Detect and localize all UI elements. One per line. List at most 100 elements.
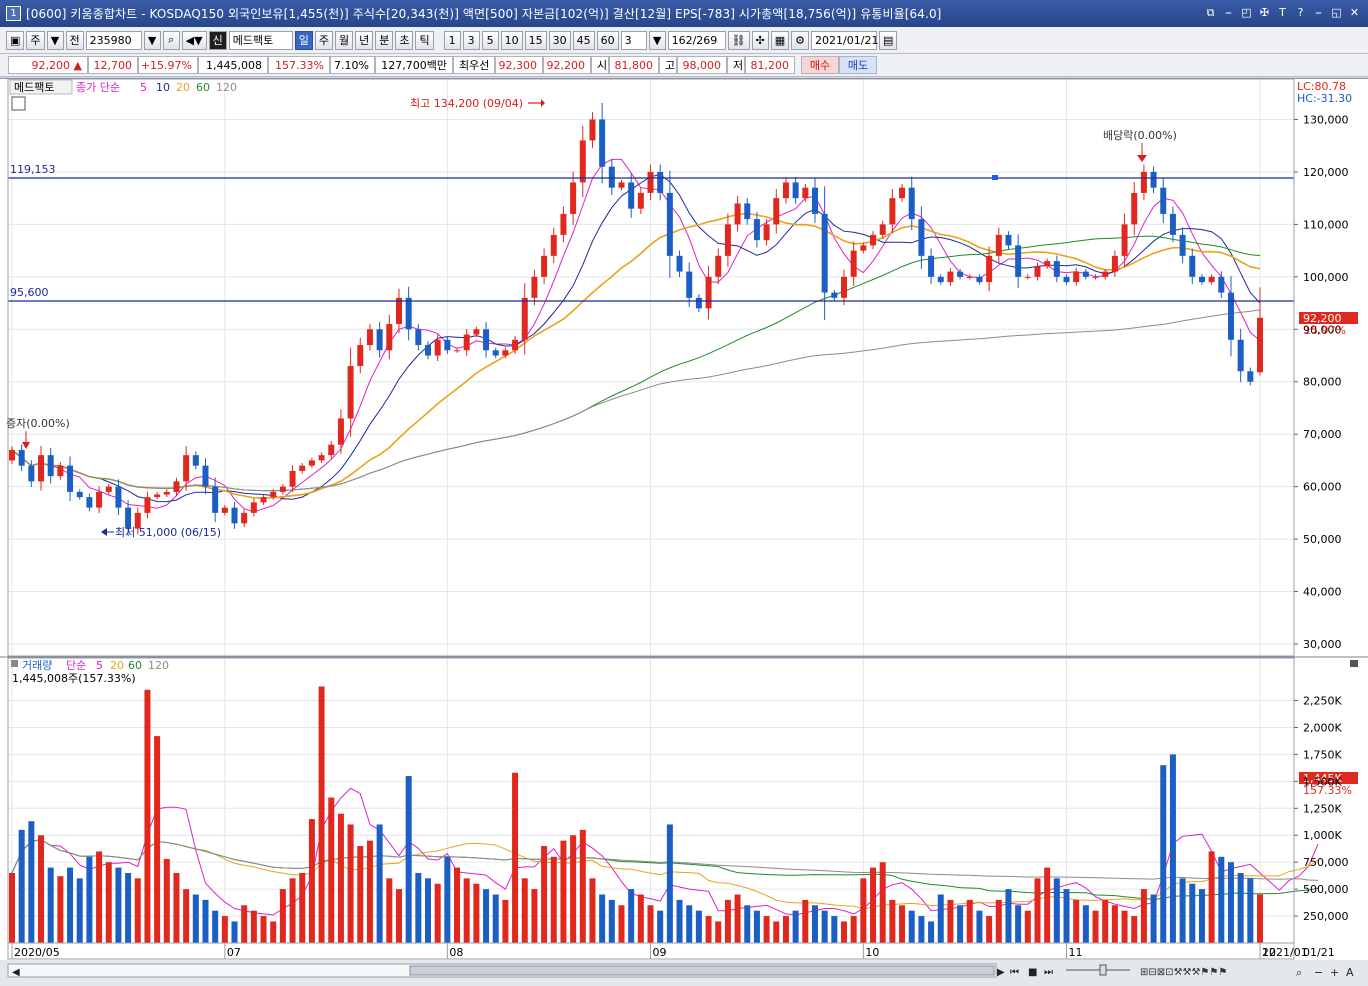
minute-60-button[interactable]: 60 (596, 30, 619, 50)
chart-area[interactable]: 119,153 95,600 메드팩토 종가 단순 5 10 20 60 120… (0, 78, 1368, 986)
volume-bar (628, 889, 635, 943)
font-icon[interactable]: T (1279, 6, 1286, 19)
low-annotation: 최저 51,000 (06/15) (115, 526, 221, 539)
minute-45-button[interactable]: 45 (572, 30, 595, 50)
calendar-icon[interactable]: ▤ (879, 30, 898, 50)
scroll-left-icon[interactable]: ◀ (12, 967, 20, 978)
last-page-icon[interactable]: ⏭ (1044, 967, 1053, 978)
volume-legend-ma120[interactable]: 120 (148, 659, 169, 672)
scroll-right-icon[interactable]: ▶ (997, 967, 1005, 978)
period-tick-tab[interactable]: 틱 (415, 30, 434, 50)
reference-lines: 119,153 95,600 (8, 163, 1294, 302)
minus-icon[interactable]: − (1314, 966, 1323, 979)
volume-legend-ma60[interactable]: 60 (128, 659, 142, 672)
count-field[interactable]: 162/269 (667, 30, 726, 50)
period-year-tab[interactable]: 년 (355, 30, 374, 50)
volume-bar (1237, 872, 1244, 943)
plus-icon[interactable]: + (1330, 966, 1339, 979)
stock-code-input[interactable]: 235980 (85, 30, 142, 50)
layout-icon[interactable]: ▣ (6, 30, 25, 50)
close-icon[interactable]: ✕ (1349, 6, 1360, 19)
tool-icons[interactable]: ⊞⊟⊠⊡⚒⚒⚒⚑⚑⚑ (1140, 967, 1227, 978)
period-week-tab[interactable]: 주 (314, 30, 333, 50)
chart-svg[interactable]: 119,153 95,600 메드팩토 종가 단순 5 10 20 60 120… (0, 78, 1368, 986)
candle (1082, 271, 1089, 277)
period-second-tab[interactable]: 초 (395, 30, 414, 50)
candle (444, 339, 451, 351)
volume-bar (67, 867, 74, 943)
period-month-tab[interactable]: 월 (334, 30, 354, 50)
first-page-icon[interactable]: ⏮ (1010, 967, 1019, 978)
stock-name-field[interactable]: 메드팩토 (228, 30, 293, 50)
cursor-icon[interactable]: ✣ (751, 30, 769, 50)
font-size-icon[interactable]: A (1346, 966, 1354, 979)
volume-bar (337, 813, 344, 943)
volume-legend-ma5[interactable]: 5 (96, 659, 103, 672)
minute-1-button[interactable]: 1 (443, 30, 461, 50)
minute-10-button[interactable]: 10 (500, 30, 523, 50)
buy-button[interactable]: 매수 (801, 56, 839, 74)
search-icon[interactable]: ⌕ (162, 30, 180, 50)
volume-bar (18, 829, 25, 943)
zoom-in-icon[interactable]: ⌕ (1296, 966, 1302, 979)
volume-bar (328, 797, 335, 943)
help-icon[interactable]: ? (1297, 6, 1304, 19)
x-tick-label: 08 (449, 946, 463, 959)
date-input[interactable]: 2021/01/21 (811, 30, 878, 50)
grid (8, 79, 1294, 943)
scroll-thumb[interactable] (409, 965, 995, 976)
save-icon[interactable]: ▦ (770, 30, 790, 50)
max-icon[interactable]: ◱ (1331, 6, 1342, 19)
minute-30-button[interactable]: 30 (548, 30, 571, 50)
table-icon[interactable] (11, 96, 26, 111)
tile-icon[interactable]: ◰ (1241, 6, 1252, 19)
volume-legend-ma20[interactable]: 20 (110, 659, 124, 672)
pin-icon[interactable]: ✠ (1259, 6, 1270, 19)
candle (521, 297, 528, 340)
sound-icon[interactable]: ◀▼ (181, 30, 207, 50)
volume-bar (695, 910, 702, 943)
prev-button[interactable]: 전 (65, 30, 84, 50)
restore-icon[interactable]: ⧉ (1206, 5, 1215, 19)
volume-y-axis: 2,250K 2,000K 1,750K 1,500K 1,250K 1,000K 750,… (1294, 695, 1349, 923)
x-tick-label: 2020/05 (14, 946, 60, 959)
volume-bar (473, 883, 480, 943)
legend-ma20[interactable]: 20 (176, 81, 190, 94)
minute-5-button[interactable]: 5 (481, 30, 499, 50)
interval-dropdown-icon[interactable]: ▼ (648, 30, 666, 50)
minimize-icon[interactable]: ⎯ (1225, 5, 1232, 19)
volume-panel-close-icon[interactable] (1350, 660, 1358, 667)
candle (395, 297, 402, 325)
min-icon[interactable]: ⎯ (1315, 5, 1322, 19)
volume-bar (76, 878, 83, 943)
volume-panel-icon[interactable] (11, 660, 18, 667)
interval-input[interactable]: 3 (620, 30, 647, 50)
legend-ma60[interactable]: 60 (196, 81, 210, 94)
legend-ma120[interactable]: 120 (216, 81, 237, 94)
hline-handle[interactable] (992, 175, 998, 180)
unit-dropdown-icon[interactable]: ▼ (46, 30, 64, 50)
volume-bar (928, 921, 935, 943)
lc-value: LC:80.78 (1297, 80, 1346, 93)
settings-icon[interactable]: ⚙ (791, 30, 810, 50)
zoom-slider-thumb[interactable] (1099, 964, 1107, 976)
volume-bar (1189, 883, 1196, 943)
minute-3-button[interactable]: 3 (462, 30, 480, 50)
legend-ma5[interactable]: 5 (140, 81, 147, 94)
volume-bar (202, 899, 209, 943)
volume-bar (918, 916, 925, 943)
period-day-tab[interactable]: 일 (294, 30, 313, 50)
candle (1227, 292, 1234, 340)
link-icon[interactable]: ⛓ (727, 30, 750, 50)
period-minute-tab[interactable]: 분 (375, 30, 394, 50)
volume-ma-20 (11, 839, 1319, 910)
candle (657, 171, 664, 193)
candle (637, 192, 644, 209)
sell-button[interactable]: 매도 (839, 56, 877, 74)
candle (454, 350, 461, 352)
legend-ma10[interactable]: 10 (156, 81, 170, 94)
stop-icon[interactable]: ■ (1028, 967, 1037, 978)
unit-select[interactable]: 주 (26, 30, 45, 50)
code-dropdown-icon[interactable]: ▼ (143, 30, 161, 50)
minute-15-button[interactable]: 15 (524, 30, 547, 50)
